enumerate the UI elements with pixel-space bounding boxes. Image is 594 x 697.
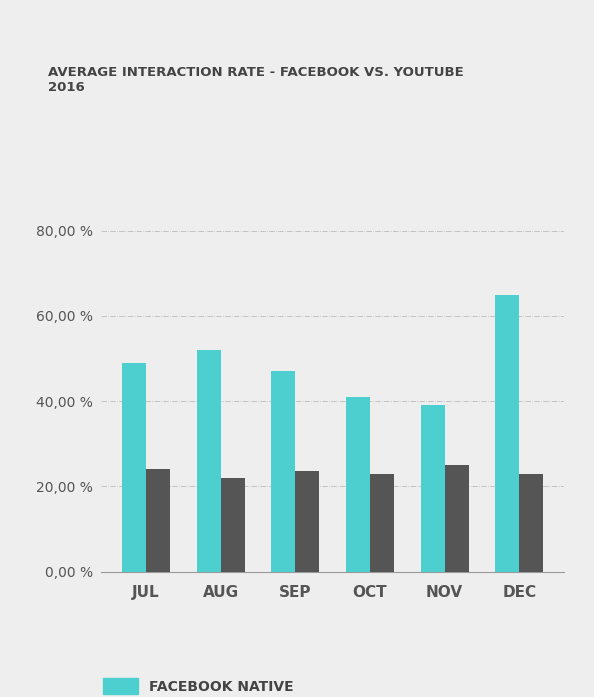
Bar [421,406,445,572]
Bar [519,473,544,572]
Text: 2016: 2016 [48,81,84,94]
Bar [197,350,220,572]
Bar [295,471,319,572]
Bar [146,469,170,572]
Bar [495,295,519,572]
Bar [445,465,469,572]
Bar [220,478,245,572]
Bar [370,473,394,572]
Bar [122,363,146,572]
Bar [346,397,370,572]
Legend: FACEBOOK NATIVE, YOUTUBE: FACEBOOK NATIVE, YOUTUBE [103,678,294,697]
Bar [271,372,295,572]
Text: AVERAGE INTERACTION RATE - FACEBOOK VS. YOUTUBE: AVERAGE INTERACTION RATE - FACEBOOK VS. … [48,66,463,79]
